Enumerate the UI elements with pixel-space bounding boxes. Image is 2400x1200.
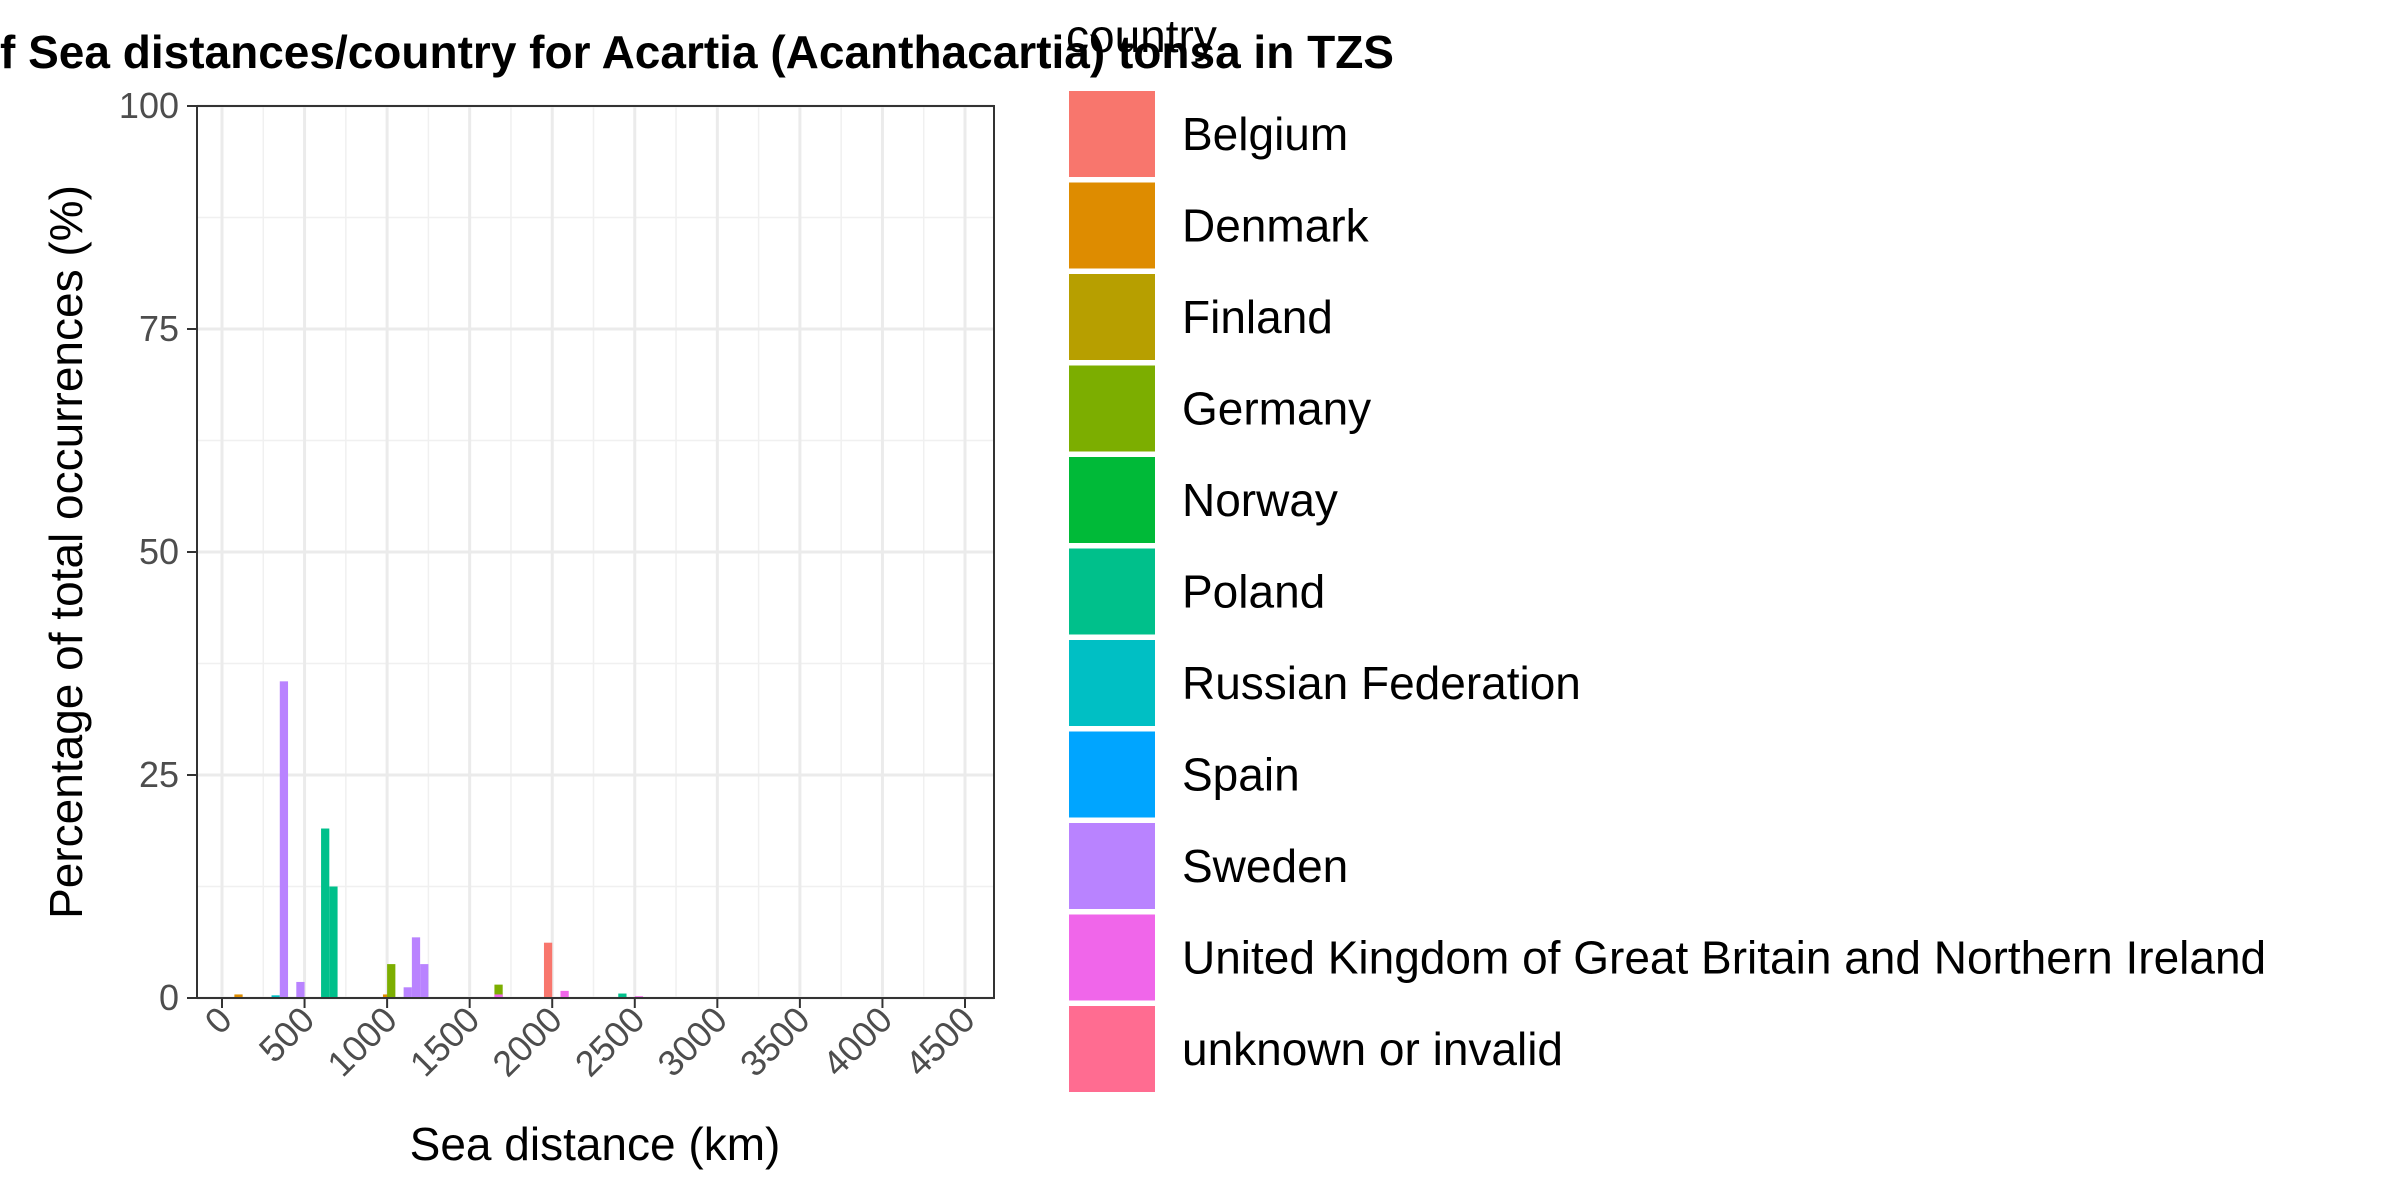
grid-lines	[197, 104, 994, 1000]
legend-swatch	[1069, 457, 1155, 543]
x-tick-label: 4000	[814, 999, 900, 1085]
bar-united-kingdom-of-great-britain-and-northern-ireland-0	[494, 994, 503, 998]
legend-label: Norway	[1182, 474, 1338, 526]
x-tick-label: 3500	[732, 999, 818, 1085]
bar-united-kingdom-of-great-britain-and-northern-ireland-1	[560, 990, 569, 998]
legend-swatch	[1069, 91, 1155, 177]
bars	[234, 681, 644, 998]
bar-sweden-0	[279, 681, 289, 998]
x-tick-label: 1000	[319, 999, 405, 1085]
legend-swatch	[1069, 640, 1155, 726]
legend-swatch	[1069, 182, 1155, 269]
bar-poland-2	[618, 993, 627, 998]
x-tick-label: 4500	[897, 999, 983, 1085]
plot-panel	[196, 104, 995, 1000]
bar-belgium-0	[543, 942, 553, 998]
bar-sweden-2	[403, 987, 412, 998]
legend-label: Finland	[1182, 291, 1333, 343]
y-tick-label: 75	[139, 308, 179, 349]
x-tick-label: 3000	[649, 999, 735, 1085]
x-tick-label: 0	[197, 999, 240, 1042]
bar-sweden-3	[411, 937, 421, 998]
legend-items: Belgium Denmark Finland Germany Norway Poland…	[1069, 91, 2266, 1092]
bar-russian-federation-0	[271, 995, 280, 998]
bar-sweden-1	[296, 981, 305, 998]
legend-label: Germany	[1182, 383, 1371, 435]
legend-label: Sweden	[1182, 840, 1348, 892]
legend-label: Belgium	[1182, 108, 1348, 160]
legend-swatch	[1069, 365, 1155, 452]
legend-swatch	[1069, 914, 1155, 1001]
bar-poland-0	[321, 828, 330, 998]
bar-denmark-0	[234, 994, 243, 998]
bar-sweden-4	[420, 964, 429, 998]
bar-poland-1	[329, 886, 338, 998]
legend-swatch	[1069, 731, 1155, 818]
y-tick-label: 0	[159, 977, 179, 1018]
chart-title: f Sea distances/country for Acartia (Aca…	[0, 26, 1394, 78]
legend-swatch	[1069, 1006, 1155, 1092]
y-tick-label: 25	[139, 754, 179, 795]
x-tick-label: 2500	[567, 999, 653, 1085]
legend-swatch	[1069, 548, 1155, 635]
legend-label: Denmark	[1182, 200, 1370, 252]
bar-germany-0	[387, 964, 396, 998]
legend-label: unknown or invalid	[1182, 1023, 1563, 1075]
y-tick-label: 100	[119, 85, 179, 126]
y-axis-label: Percentage of total occurrences (%)	[40, 185, 92, 919]
x-tick-label: 2000	[484, 999, 570, 1085]
legend-label: Spain	[1182, 749, 1300, 801]
legend-label: Russian Federation	[1182, 657, 1581, 709]
bar-germany-1	[494, 984, 503, 998]
x-tick-label: 1500	[402, 999, 488, 1085]
legend: country Belgium Denmark Finland Germany Norw…	[1066, 10, 2266, 1092]
legend-label: Poland	[1182, 566, 1325, 618]
legend-swatch	[1069, 274, 1155, 360]
y-axis: 0 25 50 75 100	[119, 85, 197, 1018]
x-tick-label: 500	[251, 999, 322, 1070]
x-axis-label: Sea distance (km)	[410, 1118, 781, 1170]
y-tick-label: 50	[139, 531, 179, 572]
legend-title: country	[1066, 10, 1217, 62]
legend-label: United Kingdom of Great Britain and Nort…	[1182, 932, 2266, 984]
legend-swatch	[1069, 823, 1155, 909]
